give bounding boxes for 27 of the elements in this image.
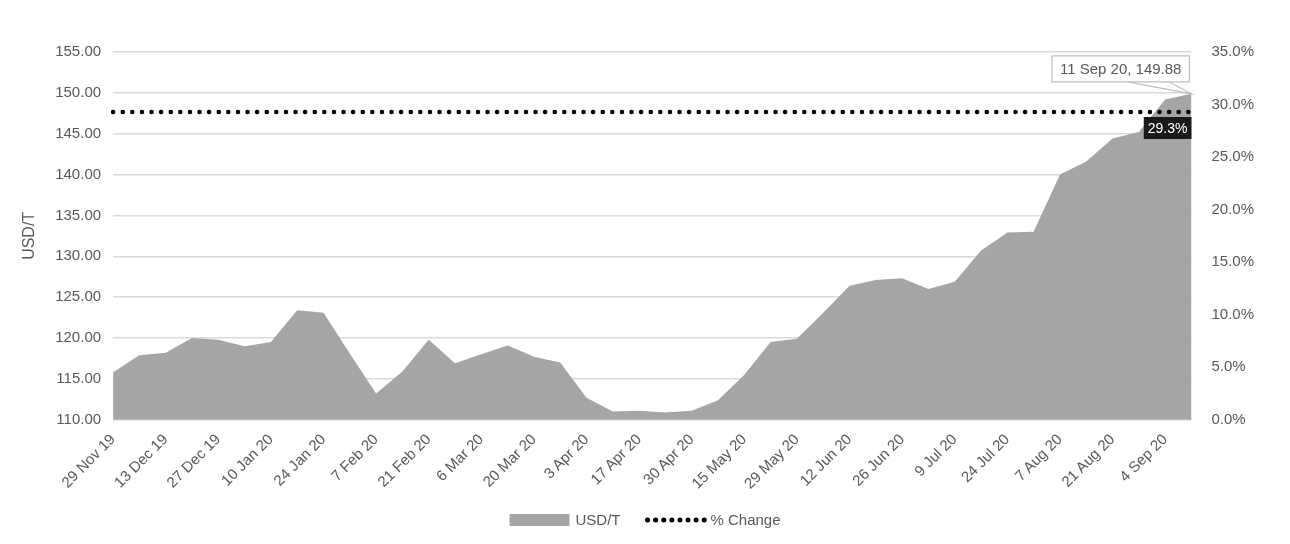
data-label: 11 Sep 20, 149.88 bbox=[1059, 59, 1182, 77]
y-tick-label: 130.00 bbox=[55, 246, 102, 264]
y2-tick-label: 0.0% bbox=[1211, 409, 1246, 427]
y-tick-label: 155.00 bbox=[55, 42, 102, 60]
y-axis-title: USD/T bbox=[20, 211, 38, 260]
y2-tick-label: 30.0% bbox=[1211, 94, 1255, 112]
y2-tick-label: 25.0% bbox=[1211, 147, 1255, 165]
y-tick-label: 110.00 bbox=[56, 409, 102, 427]
legend-label: USD/T bbox=[575, 511, 621, 529]
x-tick-label: 3 Apr 20 bbox=[540, 430, 592, 482]
y2-tick-label: 10.0% bbox=[1211, 304, 1255, 322]
y-tick-label: 150.00 bbox=[55, 83, 102, 100]
legend-label: % Change bbox=[710, 511, 781, 529]
y2-tick-label: 15.0% bbox=[1211, 252, 1255, 270]
y-tick-label: 115.00 bbox=[56, 369, 102, 387]
y-tick-label: 120.00 bbox=[55, 328, 102, 346]
x-tick-label: 24 Jul 20 bbox=[957, 430, 1013, 486]
x-tick-label: 4 Sep 20 bbox=[1115, 430, 1171, 485]
y2-tick-label: 20.0% bbox=[1211, 199, 1255, 217]
y-tick-label: 140.00 bbox=[55, 164, 102, 182]
y-tick-label: 145.00 bbox=[55, 123, 102, 141]
y-tick-label: 125.00 bbox=[55, 287, 102, 305]
y-tick-label: 135.00 bbox=[55, 205, 102, 223]
y2-tick-label: 5.0% bbox=[1211, 357, 1246, 375]
y2-tick-label: 35.0% bbox=[1211, 42, 1255, 60]
x-tick-label: 9 Jul 20 bbox=[910, 430, 960, 480]
data-label: 29.3% bbox=[1147, 119, 1188, 136]
